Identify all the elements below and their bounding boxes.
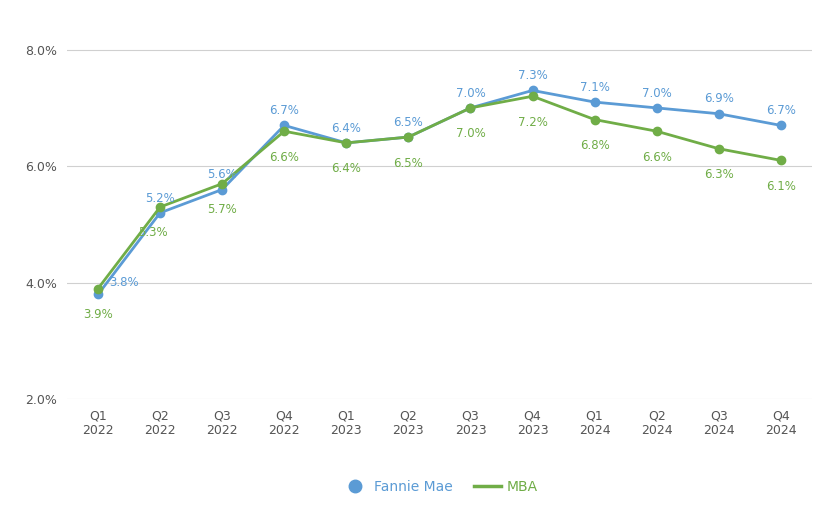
MBA — [341, 140, 351, 146]
Fannie Mae — [155, 210, 165, 216]
MBA — [93, 286, 103, 292]
Text: 6.6%: 6.6% — [269, 151, 298, 164]
Text: 7.0%: 7.0% — [455, 87, 485, 99]
Text: 5.6%: 5.6% — [207, 168, 237, 181]
Text: 6.9%: 6.9% — [703, 92, 733, 105]
Line: MBA: MBA — [94, 92, 784, 293]
Text: 6.1%: 6.1% — [765, 180, 795, 193]
Text: 7.0%: 7.0% — [641, 87, 670, 99]
MBA — [279, 128, 289, 134]
Fannie Mae — [217, 186, 227, 193]
Text: 7.2%: 7.2% — [517, 116, 547, 129]
Text: 7.0%: 7.0% — [455, 127, 485, 140]
Fannie Mae — [527, 88, 537, 94]
MBA — [527, 93, 537, 99]
MBA — [713, 145, 723, 152]
Fannie Mae — [341, 140, 351, 146]
MBA — [651, 128, 661, 134]
Fannie Mae — [713, 111, 723, 117]
MBA — [217, 181, 227, 187]
Text: 6.5%: 6.5% — [393, 157, 423, 169]
Fannie Mae — [465, 105, 475, 111]
Fannie Mae — [775, 122, 785, 129]
Legend: Fannie Mae, MBA: Fannie Mae, MBA — [334, 475, 543, 500]
Text: 3.8%: 3.8% — [109, 276, 139, 289]
Text: 6.4%: 6.4% — [331, 121, 361, 135]
Line: Fannie Mae: Fannie Mae — [94, 86, 784, 298]
Text: 6.5%: 6.5% — [393, 116, 423, 129]
Text: 5.2%: 5.2% — [145, 191, 175, 204]
Fannie Mae — [589, 99, 599, 105]
MBA — [155, 204, 165, 210]
Text: 5.3%: 5.3% — [138, 226, 168, 240]
MBA — [775, 157, 785, 163]
MBA — [589, 117, 599, 123]
Text: 6.7%: 6.7% — [269, 104, 298, 117]
Fannie Mae — [279, 122, 289, 129]
MBA — [465, 105, 475, 111]
Text: 6.8%: 6.8% — [579, 139, 609, 152]
Fannie Mae — [93, 291, 103, 297]
Text: 6.3%: 6.3% — [703, 168, 733, 181]
Text: 6.7%: 6.7% — [765, 104, 795, 117]
Fannie Mae — [651, 105, 661, 111]
Fannie Mae — [403, 134, 413, 140]
Text: 6.4%: 6.4% — [331, 162, 361, 175]
Text: 7.1%: 7.1% — [579, 81, 609, 94]
MBA — [403, 134, 413, 140]
Text: 7.3%: 7.3% — [517, 69, 547, 82]
Text: 6.6%: 6.6% — [641, 151, 670, 164]
Text: 3.9%: 3.9% — [83, 308, 113, 321]
Text: 5.7%: 5.7% — [207, 203, 237, 216]
